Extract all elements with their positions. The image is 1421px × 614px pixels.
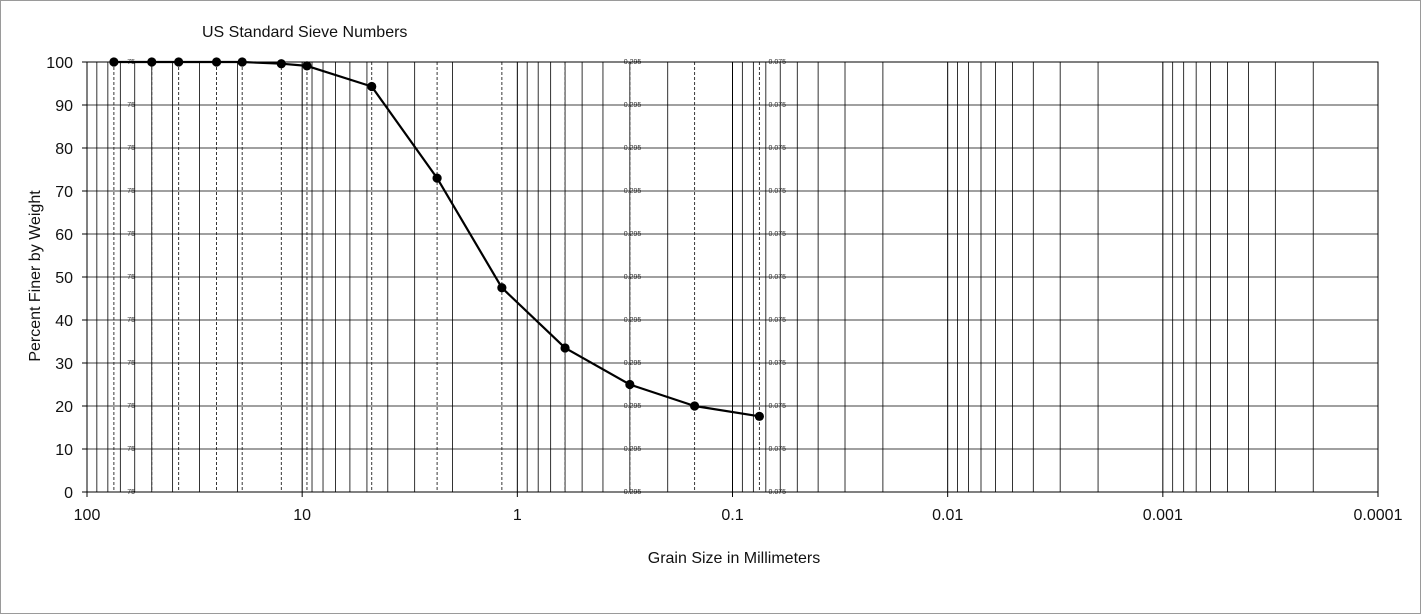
- data-point: [432, 173, 442, 183]
- sieve-size-label: 0.075: [769, 360, 787, 367]
- y-axis-ticks: 0 10 20 30 40 50 60 70 80 90 100: [46, 55, 87, 502]
- data-point: [497, 283, 507, 293]
- x-tick-label: 0.001: [1143, 507, 1183, 524]
- sieve-size-label: 75: [127, 317, 135, 324]
- data-point: [211, 57, 222, 67]
- y-tick-label: 50: [55, 270, 73, 287]
- sieve-size-label: 0.075: [769, 403, 787, 410]
- data-point: [560, 343, 570, 353]
- sieve-size-label: 0.075: [769, 317, 787, 324]
- sieve-lines: [113, 62, 760, 492]
- data-point: [754, 411, 764, 421]
- y-axis-title: Percent Finer by Weight: [27, 190, 44, 362]
- y-tick-label: 10: [55, 442, 73, 459]
- sieve-size-label: 0.075: [769, 274, 787, 281]
- data-point: [367, 81, 377, 92]
- sieve-size-label: 0.295: [624, 446, 642, 453]
- sieve-size-label: 75: [127, 446, 135, 453]
- y-tick-label: 20: [55, 399, 73, 416]
- x-axis-ticks: 100 10 1 0.1 0.01 0.001 0.0001: [74, 492, 1403, 524]
- y-tick-label: 70: [55, 184, 73, 201]
- series-line: [113, 60, 760, 418]
- data-point: [147, 57, 157, 67]
- sieve-size-label: 75: [127, 102, 135, 109]
- sieve-size-label: 0.295: [624, 231, 642, 238]
- sieve-size-label: 0.295: [624, 188, 642, 195]
- y-tick-label: 60: [55, 227, 73, 244]
- sieve-size-label: 0.295: [624, 274, 642, 281]
- sieve-size-label: 0.295: [624, 360, 642, 367]
- sieve-size-label: 0.295: [624, 102, 642, 109]
- sieve-size-label: 75: [127, 145, 135, 152]
- sieve-size-label: 0.295: [624, 317, 642, 324]
- y-tick-label: 80: [55, 141, 73, 158]
- y-tick-label: 0: [64, 485, 73, 502]
- sieve-size-label: 0.075: [769, 145, 787, 152]
- data-point: [625, 379, 635, 390]
- major-gridlines: [86, 61, 1379, 492]
- y-tick-label: 100: [46, 55, 73, 72]
- x-tick-label: 0.0001: [1354, 507, 1403, 524]
- sieve-size-label: 75: [127, 231, 135, 238]
- data-point: [302, 61, 312, 71]
- data-point: [276, 59, 286, 69]
- x-tick-label: 0.01: [932, 507, 963, 524]
- x-tick-label: 100: [74, 507, 101, 524]
- y-tick-label: 30: [55, 356, 73, 373]
- y-tick-label: 40: [55, 313, 73, 330]
- x-tick-label: 0.1: [721, 507, 743, 524]
- sieve-size-label: 75: [127, 188, 135, 195]
- sieve-size-label: 0.075: [769, 102, 787, 109]
- data-point: [690, 401, 700, 411]
- x-tick-label: 10: [293, 507, 311, 524]
- sieve-size-label: 0.075: [769, 446, 787, 453]
- y-tick-label: 90: [55, 98, 73, 115]
- sieve-size-label: 0.075: [769, 188, 787, 195]
- sieve-numbers-label: US Standard Sieve Numbers: [202, 24, 407, 41]
- sieve-size-labels: 75757575757575757575750.2950.2950.2950.2…: [127, 59, 786, 496]
- sieve-size-label: 75: [127, 360, 135, 367]
- sieve-size-label: 75: [127, 403, 135, 410]
- x-tick-label: 1: [513, 507, 522, 524]
- sieve-size-label: 0.295: [624, 145, 642, 152]
- sieve-size-label: 0.295: [624, 403, 642, 410]
- sieve-size-label: 75: [127, 274, 135, 281]
- data-point: [109, 57, 119, 67]
- sieve-size-label: 0.075: [769, 231, 787, 238]
- data-point: [237, 57, 247, 67]
- gradation-curve: [109, 57, 764, 421]
- x-axis-title: Grain Size in Millimeters: [648, 550, 820, 567]
- data-point: [174, 57, 184, 67]
